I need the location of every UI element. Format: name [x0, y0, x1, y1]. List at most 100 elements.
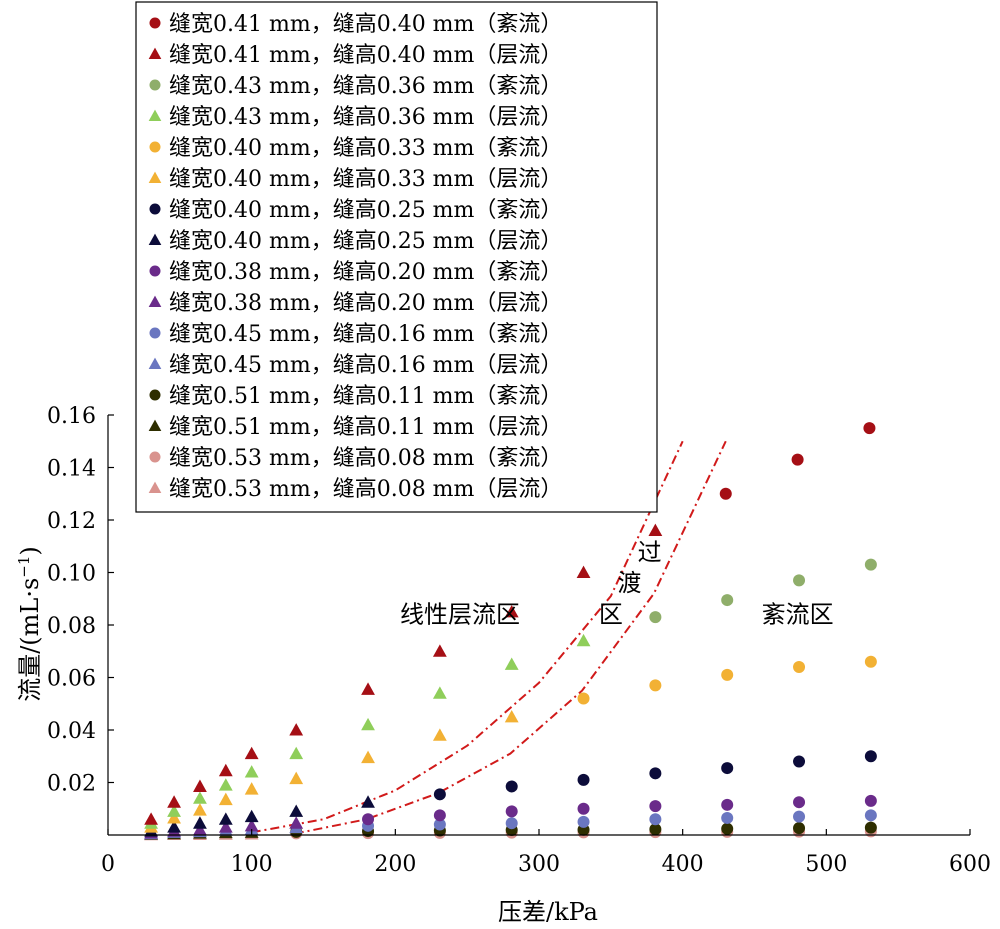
region-label-2: 过: [638, 539, 662, 567]
series-13-point-6: [649, 823, 662, 836]
legend-box: [135, 1, 658, 513]
series-8: [144, 795, 375, 837]
series-9-point-6: [721, 798, 734, 811]
series-2-point-9: [504, 604, 519, 618]
legend-marker-1: [149, 17, 161, 29]
region-label-3: 渡: [618, 569, 642, 597]
series-6-point-7: [361, 750, 375, 764]
region-label-4: 区: [599, 600, 623, 628]
legend-label-1: 缝宽0.41 mm，缝高0.40 mm（紊流）: [169, 12, 562, 37]
series-9-point-2: [433, 809, 446, 822]
series-8-point-5: [244, 809, 259, 823]
series-13-point-8: [793, 822, 806, 835]
y-axis-label-sup: −1: [15, 556, 33, 578]
legend-marker-6: [148, 171, 162, 184]
series-6-point-6: [289, 771, 304, 785]
series-7-point-2: [505, 780, 518, 793]
y-tick-label-0-08: 0.08: [47, 614, 96, 639]
x-tick-label-200: 200: [374, 852, 416, 877]
series-8-point-3: [193, 816, 207, 829]
series-11-point-5: [649, 813, 662, 826]
series-8-point-2: [167, 820, 181, 833]
legend-marker-15: [149, 451, 161, 463]
series-2-point-5: [244, 746, 259, 760]
series-8-point-7: [361, 795, 375, 808]
series-9-point-1: [362, 813, 375, 826]
x-tick-label-500: 500: [805, 852, 847, 877]
series-7-point-6: [793, 755, 806, 768]
y-axis-label-close: ): [16, 546, 44, 555]
series-2-point-2: [167, 795, 181, 808]
x-tick-label-100: 100: [231, 852, 273, 877]
series-6: [144, 709, 519, 833]
series-8-point-6: [289, 804, 304, 817]
series-7-point-3: [577, 773, 590, 786]
y-axis-label-main: 流量/(mL·s: [16, 578, 44, 702]
series-11-point-6: [721, 811, 734, 824]
series-3-point-3: [793, 574, 806, 587]
legend-marker-16: [148, 481, 162, 494]
boundary-curve-2: [294, 440, 727, 835]
series-1-point-3: [863, 422, 876, 435]
x-tick-label-600: 600: [949, 852, 991, 877]
series-3-point-2: [721, 594, 734, 607]
series-2-point-4: [218, 763, 233, 777]
legend-marker-3: [149, 79, 161, 91]
series-2-point-6: [289, 723, 304, 736]
legend-marker-13: [149, 389, 161, 401]
x-tick-label-300: 300: [518, 852, 560, 877]
series-11-point-4: [577, 815, 590, 828]
y-tick-label-0-02: 0.02: [47, 772, 96, 797]
legend-label-9: 缝宽0.38 mm，缝高0.20 mm（紊流）: [169, 260, 562, 285]
y-tick-label-0-10: 0.10: [47, 562, 96, 587]
legend-marker-10: [148, 295, 162, 308]
series-4-point-9: [504, 657, 519, 670]
boundary-curve-1: [251, 440, 684, 834]
series-6-point-3: [193, 803, 207, 816]
series-11-point-8: [864, 809, 877, 822]
series-5-point-5: [864, 655, 877, 668]
series-10-point-4: [218, 820, 233, 833]
series-9-point-5: [649, 800, 662, 813]
legend-label-5: 缝宽0.40 mm，缝高0.33 mm（紊流）: [169, 136, 562, 161]
legend-label-3: 缝宽0.43 mm，缝高0.36 mm（紊流）: [169, 74, 562, 99]
series-5-point-4: [793, 661, 806, 673]
series-9-point-3: [505, 805, 518, 818]
series-4-point-3: [193, 791, 207, 804]
legend-label-16: 缝宽0.53 mm，缝高0.08 mm（层流）: [169, 477, 562, 502]
series-1-point-1: [719, 487, 732, 500]
legend-marker-12: [148, 357, 162, 370]
x-axis-label: 压差/kPa: [498, 898, 598, 926]
series-11-point-2: [433, 818, 446, 831]
legend-marker-2: [148, 47, 162, 60]
y-tick-label-0-16: 0.16: [47, 404, 96, 429]
legend-marker-9: [149, 265, 161, 277]
series-4-point-5: [244, 765, 259, 778]
y-axis-label: 流量/(mL·s−1): [15, 546, 44, 702]
x-tick-label-400: 400: [662, 852, 704, 877]
series-7-point-4: [649, 767, 662, 780]
series-9: [362, 794, 877, 826]
series-6-point-5: [244, 782, 259, 795]
series-11-point-3: [505, 817, 518, 830]
series-3: [649, 558, 877, 624]
legend-label-7: 缝宽0.40 mm，缝高0.25 mm（紊流）: [169, 198, 562, 223]
legend-label-4: 缝宽0.43 mm，缝高0.36 mm（层流）: [169, 105, 562, 130]
series-9-point-7: [793, 796, 806, 809]
series-2-point-10: [576, 565, 591, 579]
y-tick-label-0-14: 0.14: [47, 457, 96, 482]
legend-label-11: 缝宽0.45 mm，缝高0.16 mm（紊流）: [169, 322, 562, 347]
legend-label-2: 缝宽0.41 mm，缝高0.40 mm（层流）: [169, 43, 562, 68]
series-2-point-11: [648, 523, 663, 537]
series-10-point-6: [289, 816, 304, 829]
y-tick-label-0-06: 0.06: [47, 667, 96, 692]
legend: 缝宽0.41 mm，缝高0.40 mm（紊流） 缝宽0.41 mm，缝高0.40 …: [135, 1, 658, 513]
x-tick-label-0: 0: [101, 852, 115, 877]
y-tick-label-0-12: 0.12: [47, 509, 96, 534]
series-2: [144, 523, 663, 825]
series-2-point-3: [193, 779, 207, 792]
series-4-point-7: [361, 717, 375, 731]
series-2-point-8: [432, 644, 447, 657]
series-10-point-3: [193, 822, 207, 836]
series-9-point-8: [864, 794, 877, 807]
